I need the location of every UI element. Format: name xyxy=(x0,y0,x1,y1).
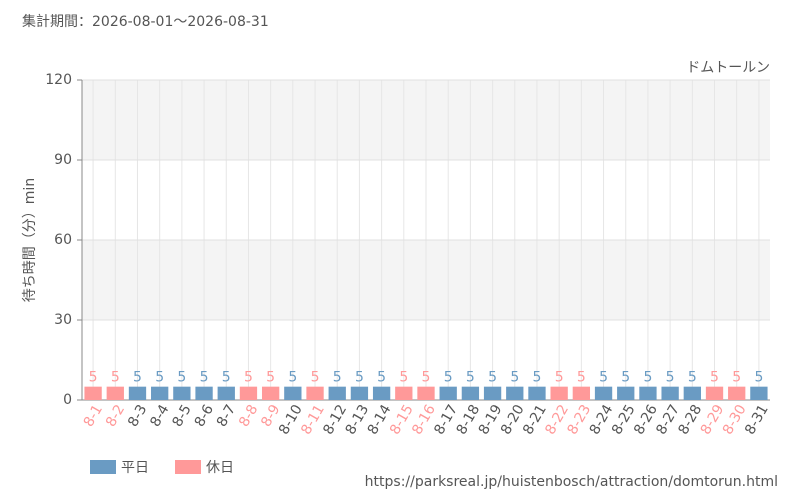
y-tick-label: 30 xyxy=(54,312,72,328)
x-tick-label: 8-7 xyxy=(214,402,239,430)
value-label: 5 xyxy=(222,370,231,386)
value-label: 5 xyxy=(577,370,586,386)
bar xyxy=(151,386,169,400)
value-label: 5 xyxy=(377,370,386,386)
bar xyxy=(306,386,324,400)
y-tick-label: 90 xyxy=(54,152,72,168)
value-label: 5 xyxy=(311,370,320,386)
value-label: 5 xyxy=(710,370,719,386)
bar xyxy=(617,386,635,400)
x-tick-label: 8-31 xyxy=(742,402,772,438)
value-label: 5 xyxy=(688,370,697,386)
legend-label: 平日 xyxy=(121,460,149,476)
bar xyxy=(594,386,613,400)
bar xyxy=(572,386,591,400)
bar xyxy=(483,386,502,400)
x-tick-label: 8-6 xyxy=(192,402,217,430)
value-label: 5 xyxy=(155,370,164,386)
source: https://parksreal.jp/huistenbosch/attrac… xyxy=(365,474,778,490)
bar xyxy=(639,386,657,400)
bar xyxy=(173,386,191,400)
bar xyxy=(461,386,480,400)
bar xyxy=(528,386,546,400)
legend-label: 休日 xyxy=(206,460,234,476)
value-label: 5 xyxy=(754,370,763,386)
bar xyxy=(239,386,258,400)
bar xyxy=(506,386,524,400)
value-label: 5 xyxy=(422,370,431,386)
value-label: 5 xyxy=(621,370,630,386)
bar xyxy=(106,386,124,400)
bar xyxy=(395,386,413,400)
legend-swatch xyxy=(90,460,116,474)
value-label: 5 xyxy=(444,370,453,386)
bar xyxy=(261,386,280,400)
x-tick-label: 8-5 xyxy=(170,402,195,430)
bar xyxy=(683,386,701,400)
value-label: 5 xyxy=(244,370,253,386)
bar xyxy=(728,386,746,400)
value-label: 5 xyxy=(399,370,408,386)
bar xyxy=(705,386,724,400)
x-tick-label: 8-4 xyxy=(147,402,172,430)
value-label: 5 xyxy=(466,370,475,386)
value-label: 5 xyxy=(333,370,342,386)
bar xyxy=(661,386,679,400)
bar xyxy=(328,386,346,400)
value-label: 5 xyxy=(200,370,209,386)
value-label: 5 xyxy=(89,370,98,386)
value-label: 5 xyxy=(555,370,564,386)
bar xyxy=(217,386,235,400)
bar xyxy=(195,386,213,400)
x-tick-label: 8-3 xyxy=(125,402,150,430)
value-label: 5 xyxy=(177,370,186,386)
x-tick-label: 8-1 xyxy=(81,402,106,430)
bar xyxy=(284,386,302,400)
y-tick-label: 120 xyxy=(45,72,72,88)
x-tick-label: 8-8 xyxy=(236,402,261,430)
value-label: 5 xyxy=(288,370,297,386)
bar xyxy=(84,386,102,400)
value-label: 5 xyxy=(643,370,652,386)
bar xyxy=(750,386,768,400)
bar xyxy=(417,386,435,400)
y-tick-label: 0 xyxy=(63,392,72,408)
value-label: 5 xyxy=(488,370,497,386)
bar xyxy=(550,386,568,400)
value-label: 5 xyxy=(266,370,275,386)
value-label: 5 xyxy=(533,370,542,386)
legend-swatch xyxy=(175,460,201,474)
value-label: 5 xyxy=(666,370,675,386)
value-label: 5 xyxy=(133,370,142,386)
value-label: 5 xyxy=(355,370,364,386)
chart-subtitle: ドムトールン xyxy=(686,60,770,76)
value-label: 5 xyxy=(111,370,120,386)
value-label: 5 xyxy=(732,370,741,386)
bar xyxy=(439,386,457,400)
bar xyxy=(350,386,369,400)
y-tick-label: 60 xyxy=(54,232,72,248)
bar xyxy=(372,386,391,400)
value-label: 5 xyxy=(599,370,608,386)
y-axis-label: 待ち時間（分）min xyxy=(22,178,38,302)
x-tick-label: 8-2 xyxy=(103,402,128,430)
bar xyxy=(128,386,147,400)
value-label: 5 xyxy=(510,370,519,386)
chart-title: 集計期間：2026-08-01～2026-08-31 xyxy=(22,13,269,30)
